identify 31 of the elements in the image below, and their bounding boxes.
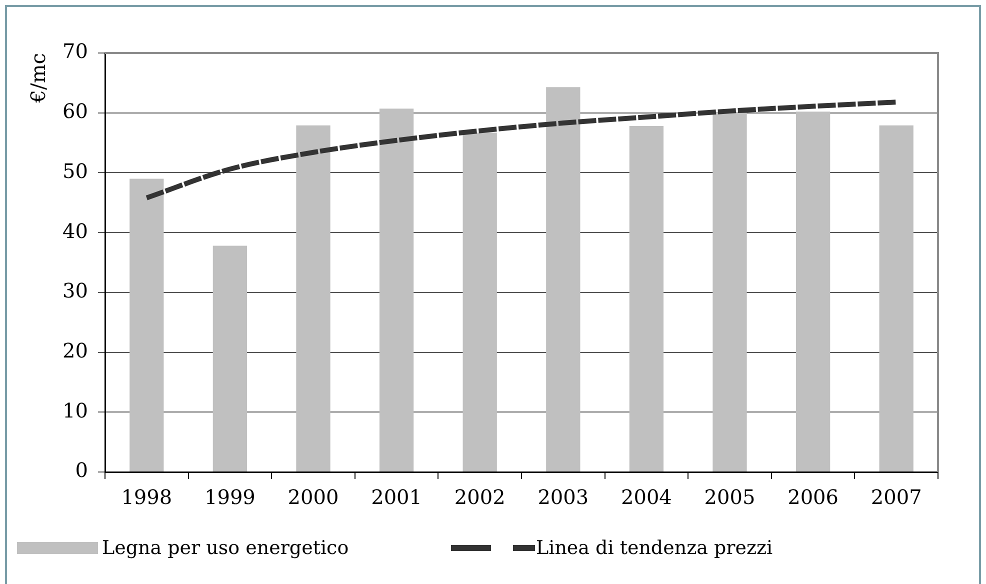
y-tick-label: 10	[62, 398, 88, 422]
bar	[629, 126, 664, 472]
bar	[712, 112, 747, 472]
legend-label: Linea di tendenza prezzi	[536, 536, 773, 559]
bar	[379, 108, 414, 472]
x-tick-label: 1998	[121, 485, 172, 510]
bar	[212, 246, 248, 472]
x-tick-label: 2002	[454, 485, 506, 510]
x-tick-label: 2000	[288, 485, 339, 510]
y-tick-label: 30	[62, 278, 88, 303]
y-tick-label: 60	[62, 99, 88, 124]
bar	[296, 125, 330, 472]
bar	[796, 112, 830, 472]
x-tick-label: 2005	[704, 485, 756, 510]
y-axis-title: €/mc	[26, 53, 50, 104]
x-tick-label: 2004	[620, 485, 672, 510]
x-tick-label: 2001	[371, 485, 422, 510]
x-tick-label: 2006	[788, 485, 839, 510]
y-tick-label: 70	[62, 39, 88, 64]
y-tick-label: 50	[62, 158, 88, 183]
bar	[879, 125, 914, 472]
x-tick-label: 2007	[870, 485, 922, 510]
y-tick-label: 20	[62, 338, 88, 362]
bar	[130, 178, 164, 472]
bar	[462, 132, 497, 472]
legend-label: Legna per uso energetico	[102, 536, 349, 559]
y-tick-label: 40	[62, 218, 88, 243]
bar	[546, 87, 580, 472]
y-tick-label: 0	[75, 458, 88, 482]
x-tick-label: 2003	[538, 485, 589, 510]
x-tick-label: 1999	[204, 485, 256, 510]
